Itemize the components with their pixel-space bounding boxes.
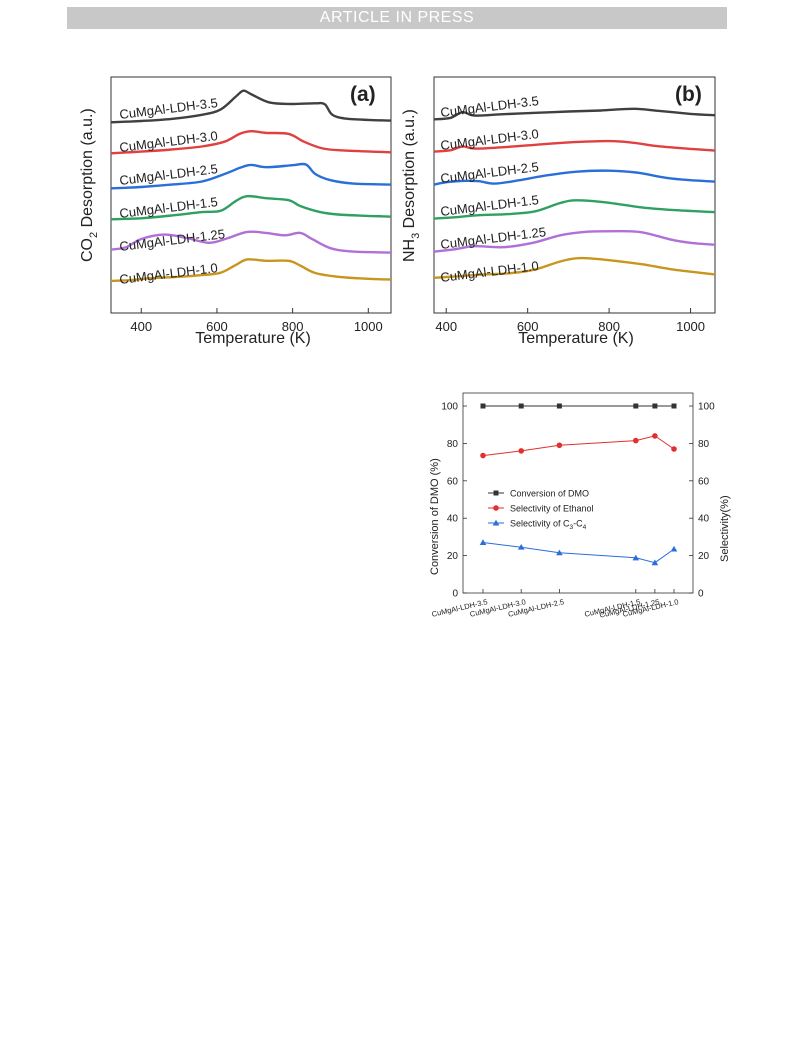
desorption-curve <box>110 89 392 124</box>
panel-c-ylabel-right: Selectivity(%) <box>719 495 731 562</box>
desorption-curve <box>433 256 716 279</box>
legend-marker-triangle <box>492 519 500 526</box>
desorption-curve <box>110 194 392 221</box>
x-tick-label: 400 <box>435 319 457 334</box>
y-tick-label: 100 <box>441 402 458 413</box>
data-point-circle <box>652 433 658 439</box>
curve-label: CuMgAl-LDH-3.5 <box>119 95 219 122</box>
y-tick-label-right: 100 <box>698 402 715 413</box>
desorption-curve <box>433 230 716 253</box>
panel-a-tag: (a) <box>350 83 376 106</box>
data-point-circle <box>633 437 639 444</box>
legend-ethanol: Selectivity of Ethanol <box>510 504 594 514</box>
panel-c-frame <box>462 392 694 594</box>
series-line <box>482 542 675 564</box>
curve-label: CuMgAl-LDH-2.5 <box>440 159 540 186</box>
panel-a: CuMgAl-LDH-1.0 CuMgAl-LDH-1.25 CuMgAl-LDH-… <box>79 76 392 347</box>
panel-b-curves <box>433 107 716 279</box>
data-point-square <box>556 403 562 409</box>
desorption-curve <box>110 230 392 254</box>
y-tick-label: 60 <box>447 476 459 487</box>
desorption-curve <box>433 139 716 153</box>
data-point-square <box>652 403 658 409</box>
series-line <box>482 435 675 457</box>
panel-a-x-ticks: 400 600 800 1000 <box>130 308 383 334</box>
data-point-circle <box>671 446 677 452</box>
x-tick-label: 600 <box>206 319 228 334</box>
desorption-curve <box>433 169 716 186</box>
y-tick-label-right: 20 <box>698 551 710 562</box>
panel-c-series <box>479 403 678 566</box>
panel-b-curve-labels: CuMgAl-LDH-1.0CuMgAl-LDH-1.25CuMgAl-LDH-… <box>440 93 547 285</box>
curve-label: CuMgAl-LDH-1.0 <box>440 258 540 285</box>
panel-b-tag: (b) <box>675 83 702 106</box>
legend-marker-circle <box>493 505 499 511</box>
desorption-curve <box>433 199 716 220</box>
legend-marker-square <box>493 490 499 496</box>
panel-a-curve-labels: CuMgAl-LDH-1.0 CuMgAl-LDH-1.25 CuMgAl-LDH-… <box>119 95 226 287</box>
panel-a-xlabel: Temperature (K) <box>195 330 311 347</box>
data-point-triangle <box>479 539 487 546</box>
panel-c-ylabel-left: Conversion of DMO (%) <box>429 458 441 575</box>
x-tick-label: 600 <box>517 319 539 334</box>
y-tick-label: 40 <box>447 514 459 525</box>
panel-b: CuMgAl-LDH-1.0CuMgAl-LDH-1.25CuMgAl-LDH-… <box>401 76 716 347</box>
panel-c-y-ticks: 0 0 20 20 40 40 60 60 80 80 100 100 <box>441 402 715 600</box>
data-point-circle <box>556 442 563 449</box>
y-tick-label-right: 80 <box>698 439 710 450</box>
y-tick-label: 0 <box>452 589 458 600</box>
desorption-curve <box>110 162 392 190</box>
panel-b-frame <box>433 76 716 314</box>
data-point-circle <box>518 448 524 454</box>
data-point-square <box>633 403 639 409</box>
curve-label: CuMgAl-LDH-1.0 <box>119 260 219 287</box>
legend-c3c4: Selectivity of C3-C4 <box>510 519 587 532</box>
data-point-square <box>480 403 486 409</box>
desorption-curve <box>110 258 392 283</box>
desorption-curve <box>433 107 716 121</box>
x-tick-label: 1000 <box>676 319 705 334</box>
x-tick-label: 800 <box>598 319 620 334</box>
panel-a-curves <box>110 89 392 283</box>
data-point-square <box>518 403 524 409</box>
panel-a-frame <box>110 76 392 314</box>
x-tick-label: 800 <box>282 319 304 334</box>
article-in-press-banner: ARTICLE IN PRESS <box>67 7 727 29</box>
x-tick-label: 400 <box>130 319 152 334</box>
y-tick-label: 80 <box>447 439 459 450</box>
panel-b-ylabel: NH3 Desorption (a.u.) <box>401 109 422 262</box>
data-point-circle <box>480 452 486 459</box>
banner-text: ARTICLE IN PRESS <box>319 9 475 26</box>
y-tick-label-right: 40 <box>698 514 710 525</box>
legend-conversion: Conversion of DMO <box>510 489 589 499</box>
panel-a-ylabel: CO2 Desorption (a.u.) <box>79 108 100 262</box>
panel-c-x-ticks: CuMgAl-LDH-3.5CuMgAl-LDH-3.0CuMgAl-LDH-2… <box>431 589 679 620</box>
data-point-triangle <box>670 545 678 552</box>
data-point-triangle <box>651 559 659 566</box>
y-tick-label-right: 0 <box>698 589 704 600</box>
data-point-square <box>671 403 677 409</box>
data-point-triangle <box>556 549 563 556</box>
data-point-triangle <box>632 554 640 561</box>
y-tick-label-right: 60 <box>698 476 710 487</box>
panel-c-legend: Conversion of DMO Selectivity of Ethanol… <box>488 489 594 532</box>
data-point-triangle <box>517 543 525 550</box>
y-tick-label: 20 <box>447 551 459 562</box>
panel-c: 0 0 20 20 40 40 60 60 80 80 100 100 CuMgAl-LDH-3.5C… <box>429 392 731 620</box>
x-tick-label: 1000 <box>354 319 383 334</box>
desorption-curve <box>110 129 392 155</box>
curve-label: CuMgAl-LDH-1.25 <box>119 226 226 254</box>
panel-b-x-ticks: 400 600 800 1000 <box>435 308 705 334</box>
panel-b-xlabel: Temperature (K) <box>518 330 634 347</box>
